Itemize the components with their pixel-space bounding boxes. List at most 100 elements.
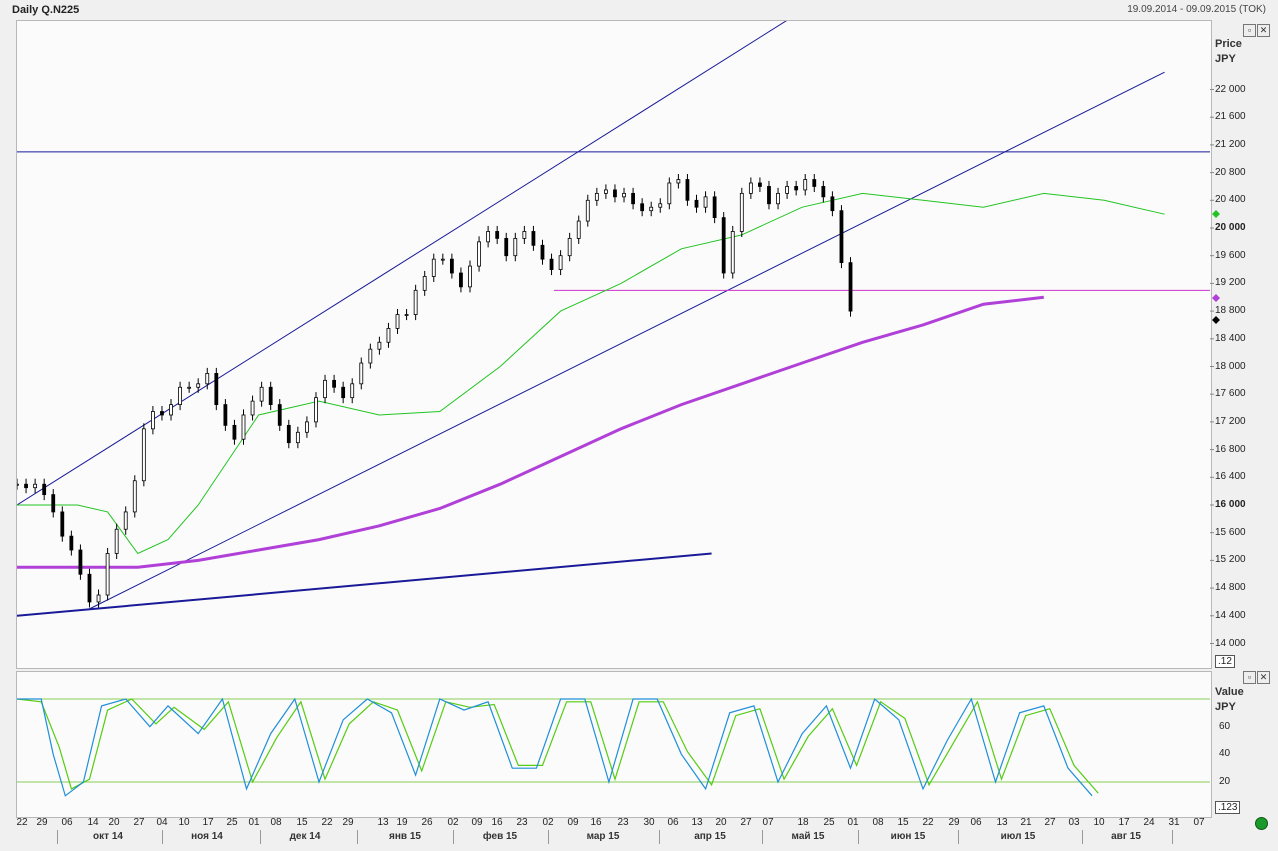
price-axis-currency: JPY — [1215, 53, 1236, 65]
x-day-label: 21 — [1020, 817, 1032, 828]
price-tick-label: 21 200 — [1215, 138, 1246, 150]
candle-body — [141, 428, 146, 482]
candle-body — [132, 480, 137, 513]
x-day-label: 20 — [715, 817, 727, 828]
price-axis-header: Price — [1215, 38, 1242, 50]
month-separator — [453, 830, 454, 844]
price-tick-label: 18 800 — [1215, 305, 1246, 317]
date-range: 19.09.2014 - 09.09.2015 (TOK) — [1127, 4, 1266, 15]
candle-body — [395, 314, 400, 329]
candle-body — [114, 528, 119, 554]
price-panel[interactable] — [16, 20, 1212, 669]
x-day-label: 10 — [1093, 817, 1105, 828]
oscillator-panel[interactable] — [16, 671, 1212, 818]
candle-body — [350, 383, 355, 399]
x-month-label: апр 15 — [694, 831, 726, 842]
osc-tick-label: 40 — [1219, 748, 1231, 760]
x-day-label: 24 — [1143, 817, 1155, 828]
x-month-label: июн 15 — [890, 831, 926, 842]
x-month-label: янв 15 — [389, 831, 421, 842]
candle-body — [758, 182, 762, 187]
status-dot-icon[interactable] — [1255, 817, 1268, 830]
price-tick-label: 21 600 — [1215, 111, 1246, 123]
candle-body — [613, 189, 617, 198]
close-icon[interactable]: ✕ — [1257, 24, 1270, 37]
x-month-label: окт 14 — [93, 831, 123, 842]
restore-icon[interactable]: ▫ — [1243, 671, 1256, 684]
x-day-label: 30 — [643, 817, 655, 828]
candle-body — [594, 192, 599, 201]
x-day-label: 09 — [567, 817, 579, 828]
x-day-label: 13 — [377, 817, 389, 828]
month-separator — [958, 830, 959, 844]
candle-body — [250, 400, 255, 416]
price-tick-label: 15 600 — [1215, 526, 1246, 538]
candle-body — [495, 231, 500, 239]
candle-body — [558, 255, 563, 270]
price-tick-label: 19 600 — [1215, 249, 1246, 261]
month-separator — [1172, 830, 1173, 844]
close-icon[interactable]: ✕ — [1257, 671, 1270, 684]
candle-body — [748, 182, 753, 194]
candle-body — [631, 192, 635, 205]
candle-body — [295, 431, 300, 444]
x-day-label: 02 — [447, 817, 459, 828]
price-axis[interactable]: Price JPY 22 000 21 600 21 200 20 800 20 400… — [1211, 20, 1278, 667]
candle-body — [368, 348, 373, 364]
candle-body — [205, 373, 210, 385]
month-separator — [357, 830, 358, 844]
candle-body — [259, 386, 264, 402]
candle-body — [812, 179, 817, 187]
candle-body — [703, 196, 708, 208]
price-tick-label: 20 000 — [1215, 222, 1246, 233]
candle-body — [440, 258, 445, 261]
x-day-label: 16 — [590, 817, 602, 828]
osc-plot — [17, 697, 1210, 797]
osc-axis-header: Value — [1215, 686, 1244, 698]
candle-body — [196, 383, 201, 388]
candle-body — [839, 210, 844, 264]
x-month-label: дек 14 — [289, 831, 321, 842]
candle-body — [776, 192, 780, 205]
month-separator — [162, 830, 163, 844]
x-day-label: 01 — [248, 817, 260, 828]
candle-body — [604, 189, 608, 194]
osc-tick-label: 60 — [1219, 720, 1231, 732]
candle-body — [286, 424, 291, 444]
time-axis[interactable]: 22 29 06 14 20 27 04 10 17 25 01 08 15 22 29 13 19 26 02 09… — [0, 816, 1278, 851]
window-titlebar: Daily Q.N225 19.09.2014 - 09.09.2015 (TO… — [0, 0, 1278, 20]
price-tick-label: 20 800 — [1215, 166, 1246, 178]
candle-body — [640, 203, 645, 212]
x-day-label: 23 — [617, 817, 629, 828]
candle-body — [513, 237, 518, 257]
candle-body — [567, 237, 572, 257]
x-day-label: 19 — [396, 817, 408, 828]
x-day-label: 27 — [740, 817, 752, 828]
sma-slow-line — [17, 295, 1044, 569]
candle-body — [468, 265, 472, 288]
x-day-label: 22 — [321, 817, 333, 828]
candle-body — [42, 483, 47, 496]
x-day-label: 02 — [542, 817, 554, 828]
oscillator-axis[interactable]: Value JPY 60 40 20 ▫ ✕ — [1211, 671, 1278, 816]
candle-body — [87, 573, 92, 603]
candle-body — [268, 386, 273, 405]
candle-body — [160, 411, 164, 416]
price-tick-label: 17 200 — [1215, 415, 1246, 427]
x-month-label: авг 15 — [1111, 831, 1141, 842]
candle-body — [359, 362, 364, 385]
candle-body — [96, 594, 101, 603]
price-tick-label: 20 400 — [1215, 194, 1246, 206]
candle-body — [821, 186, 826, 198]
candle-body — [504, 237, 509, 257]
candle-body — [178, 386, 182, 405]
x-month-label: фев 15 — [482, 831, 518, 842]
x-day-label: 03 — [1068, 817, 1080, 828]
x-day-label: 25 — [226, 817, 238, 828]
candle-body — [404, 314, 409, 316]
x-day-label: 04 — [156, 817, 168, 828]
restore-icon[interactable]: ▫ — [1243, 24, 1256, 37]
month-separator — [858, 830, 859, 844]
x-day-label: 06 — [61, 817, 73, 828]
